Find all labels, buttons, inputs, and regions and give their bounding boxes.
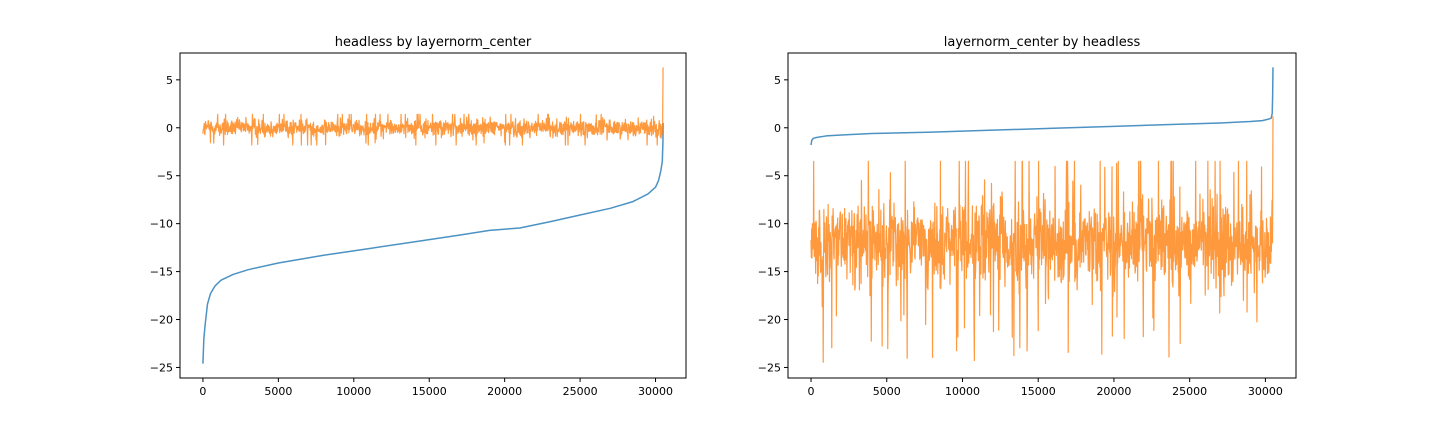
right-x-tick-label: 5000	[873, 385, 901, 398]
left-y-tick-label: −10	[150, 218, 173, 231]
left-y-tick-label: −20	[150, 314, 173, 327]
left-x-tick-label: 15000	[412, 385, 447, 398]
right-x-tick-label: 0	[808, 385, 815, 398]
left-x-tick-label: 25000	[563, 385, 598, 398]
right-y-tick-label: −25	[758, 361, 781, 374]
right-y-tick-label: 5	[774, 74, 781, 87]
right-y-tick-label: −20	[758, 314, 781, 327]
right-axes-frame	[787, 52, 1297, 379]
left-subplot: headless by layernorm_center 0 5000 10000 1…	[150, 35, 687, 398]
left-chart-title: headless by layernorm_center	[335, 35, 532, 50]
right-x-tick-label: 10000	[945, 385, 980, 398]
right-y-tick-label: −5	[765, 170, 781, 183]
right-y-tick-label: 0	[774, 122, 781, 135]
left-noise-series-line	[202, 67, 664, 146]
right-y-tick-label: −15	[758, 266, 781, 279]
left-y-tick-label: −5	[157, 170, 173, 183]
left-x-tick-label: 30000	[638, 385, 673, 398]
right-noise-series-line	[810, 116, 1274, 363]
left-x-tick-label: 0	[199, 385, 206, 398]
right-x-tick-label: 20000	[1096, 385, 1131, 398]
right-sorted-series-line	[810, 67, 1274, 146]
right-x-tick-label: 30000	[1248, 385, 1283, 398]
left-axes-frame	[179, 52, 687, 379]
right-subplot: layernorm_center by headless 0 5000 10000 1…	[758, 35, 1297, 398]
left-y-tick-label: −25	[150, 361, 173, 374]
right-ticks-layer: 0 5000 10000 15000 20000 25000 30000 −25 −20 −15 −…	[758, 74, 1283, 398]
right-x-tick-label: 15000	[1021, 385, 1056, 398]
left-x-tick-label: 20000	[487, 385, 522, 398]
left-x-tick-label: 5000	[264, 385, 292, 398]
right-x-tick-label: 25000	[1172, 385, 1207, 398]
left-ticks-layer: 0 5000 10000 15000 20000 25000 30000 −25 −20 −15 −…	[150, 74, 673, 398]
left-y-tick-label: 5	[166, 74, 173, 87]
left-sorted-series-line	[202, 122, 664, 364]
left-series-layer	[202, 67, 664, 364]
left-x-tick-label: 10000	[336, 385, 371, 398]
right-y-tick-label: −10	[758, 218, 781, 231]
right-chart-title: layernorm_center by headless	[944, 35, 1141, 50]
left-y-tick-label: 0	[166, 122, 173, 135]
right-series-layer	[810, 67, 1274, 363]
left-y-tick-label: −15	[150, 266, 173, 279]
